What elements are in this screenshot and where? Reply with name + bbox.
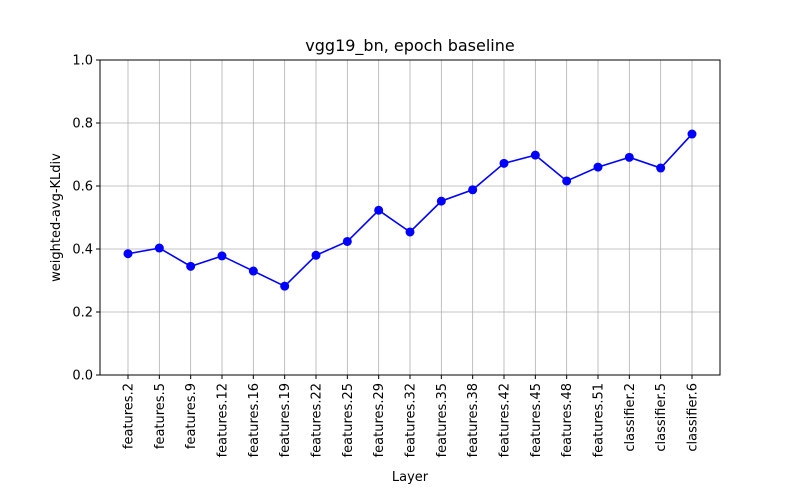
x-tick-label: features.12 [216,383,231,457]
x-tick-label: features.32 [404,383,419,457]
x-tick-label: features.9 [184,383,199,449]
y-tick-label: 1.0 [72,54,93,69]
x-tick-label: features.5 [153,383,168,449]
x-tick-label: classifier.6 [686,383,701,452]
data-point [468,185,478,195]
x-tick-label: features.42 [498,383,513,457]
x-tick-label: features.16 [247,383,262,457]
x-tick-label: features.2 [122,383,137,449]
data-point [374,205,384,215]
data-point [499,158,509,168]
x-tick-label: features.22 [310,383,325,457]
x-tick-label: features.51 [592,383,607,457]
series-layer [123,129,697,291]
x-tick-label: features.38 [466,383,481,457]
grid-lines [100,59,720,376]
data-point [248,266,258,276]
data-point [436,196,446,206]
chart-title: vgg19_bn, epoch baseline [305,36,514,56]
data-point [593,162,603,172]
data-point [217,251,227,261]
data-point [624,152,634,162]
data-point [405,227,415,237]
data-point [186,261,196,271]
y-tick-label: 0.8 [72,117,93,132]
x-tick-label: features.25 [341,383,356,457]
data-point [280,281,290,291]
x-tick-label: classifier.5 [654,383,669,452]
x-axis-label: Layer [392,470,429,485]
data-point [562,176,572,186]
data-point [154,243,164,253]
data-point [656,163,666,173]
x-tick-label: features.29 [372,383,387,457]
data-point [123,249,133,259]
y-axis-label: weighted-avg-KLdiv [49,153,64,282]
data-point [687,129,697,139]
x-tick-label: features.45 [529,383,544,457]
x-axis-ticks: features.2 features.5 features.9 features.1… [122,375,701,457]
y-tick-label: 0.0 [72,369,93,384]
y-axis-ticks: 0.0 0.2 0.4 0.6 0.8 1.0 [72,54,100,384]
x-tick-label: features.19 [278,383,293,457]
x-tick-label: features.48 [560,383,575,457]
x-tick-label: classifier.2 [623,383,638,452]
x-tick-label: features.35 [435,383,450,457]
y-tick-label: 0.6 [72,180,93,195]
data-point [311,250,321,260]
y-tick-label: 0.2 [72,306,93,321]
y-tick-label: 0.4 [72,243,93,258]
data-point [530,150,540,160]
data-point [342,236,352,246]
